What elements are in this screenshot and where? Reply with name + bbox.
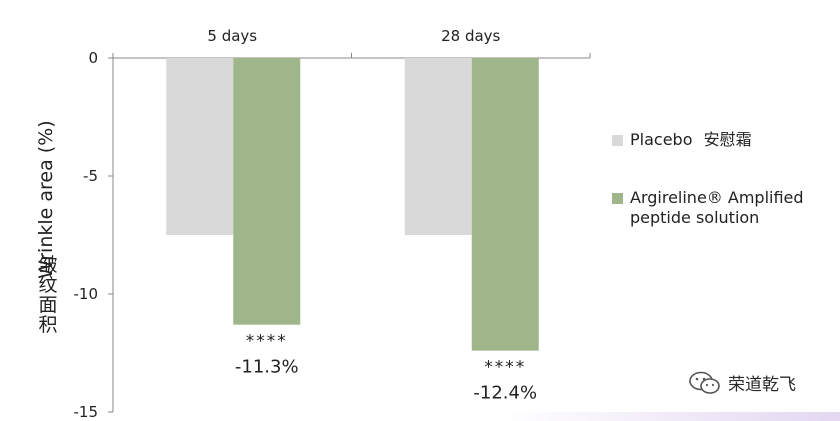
bar [404,58,472,235]
y-axis-label: 皱纹面积 Wrinkle area (%) [6,120,86,334]
bar [233,58,301,325]
significance-stars: **** [246,332,288,352]
significance-stars: **** [484,358,526,378]
y-axis-label-cn: 皱纹面积 [35,254,58,335]
wechat-icon [689,371,720,394]
watermark-text: 荣道乾飞 [728,375,796,395]
data-label: -11.3% [235,357,299,378]
data-label: -12.4% [473,383,537,404]
legend-item-placebo: Placebo 安慰霜 [612,130,840,150]
legend: Placebo 安慰霜 Argireline® Amplified peptid… [612,130,840,228]
x-tick-label: 5 days [207,27,257,45]
bar [471,58,539,351]
y-tick-label: 0 [88,49,98,67]
legend-label-placebo-cn: 安慰霜 [703,130,752,149]
x-tick-label: 28 days [441,27,500,45]
legend-label-placebo: Placebo [630,130,693,149]
legend-swatch-placebo [612,135,623,146]
legend-label-argireline-line1: Argireline® Amplified [630,188,804,207]
y-tick-label: -5 [83,167,98,185]
y-tick-label: -10 [74,285,99,303]
legend-label-argireline-line2: peptide solution [630,208,760,227]
legend-swatch-argireline [612,193,623,204]
watermark: 荣道乾飞 [688,370,796,395]
legend-item-argireline: Argireline® Amplified peptide solution [612,188,840,228]
footer-band [500,412,840,421]
y-tick-label: -15 [74,403,99,421]
bar [166,58,234,235]
